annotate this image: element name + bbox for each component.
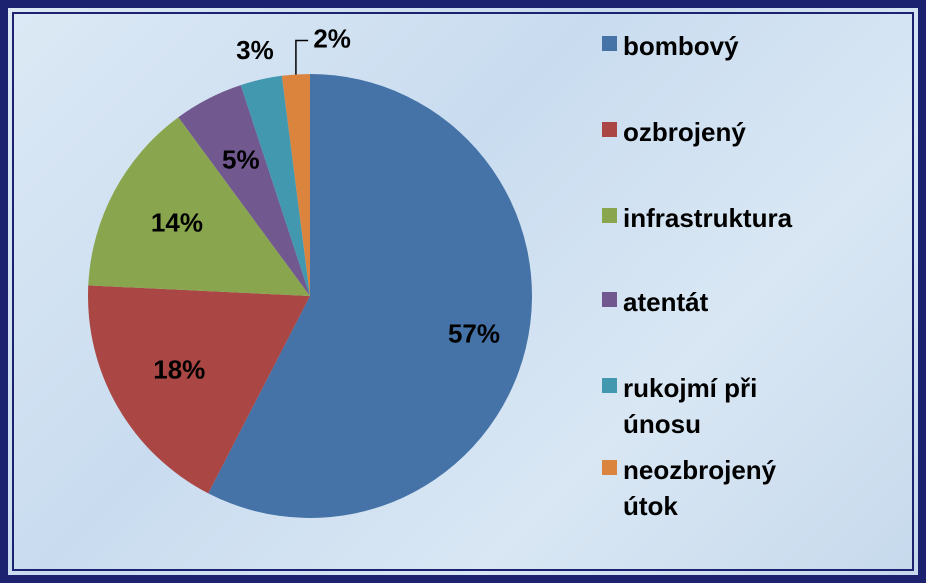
data-label: 5% [222,145,260,175]
data-label: 57% [448,319,500,349]
legend-label: infrastruktura [623,203,793,233]
legend-swatch [602,460,617,475]
legend-item: infrastruktura [602,200,823,236]
legend-swatch [602,378,617,393]
chart: 57% 18% 14% 5% 3% 2% [88,23,532,518]
legend-label: rukojmí při únosu [623,373,758,439]
leader-line [295,39,309,75]
pie-slice [88,117,310,296]
legend-swatch [602,208,617,223]
legend-label: bombový [623,31,739,61]
legend-item: rukojmí při únosu [602,370,823,442]
pie-slice [178,85,310,296]
legend-label: neozbrojený útok [623,455,777,521]
pie-slice [88,285,310,494]
legend-swatch [602,292,617,307]
pie-slice [281,74,310,296]
legend-swatch [602,36,617,51]
legend-item: bombový [602,28,823,64]
data-label: 18% [153,354,205,384]
legend-label: atentát [623,287,709,317]
pie-slice [240,75,310,296]
legend-swatch [602,122,617,137]
legend-label: ozbrojený [623,117,746,147]
legend-item: neozbrojený útok [602,452,823,524]
data-label: 14% [151,208,203,238]
pie-slice [208,74,532,518]
legend-item: atentát [602,284,823,320]
data-label: 2% [313,23,351,53]
legend-item: ozbrojený [602,114,823,150]
inner-border [12,12,914,571]
data-label: 3% [236,35,274,65]
